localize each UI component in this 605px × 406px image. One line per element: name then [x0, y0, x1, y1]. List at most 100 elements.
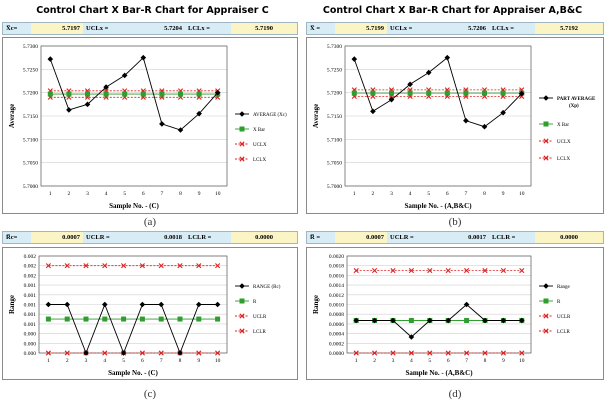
y-tick-label: 0.0014	[329, 283, 344, 289]
stat-value: 0.0007	[335, 232, 387, 243]
series-lclr	[353, 350, 525, 356]
y-tick-label: 0.002	[24, 273, 37, 279]
caption-b: (b)	[448, 216, 462, 228]
caption-a: (a)	[143, 216, 157, 228]
legend-label: X Bar	[253, 128, 265, 133]
data-point	[196, 91, 202, 97]
legend-label: UCLX	[557, 140, 571, 145]
data-point	[215, 263, 221, 269]
data-point	[445, 317, 451, 324]
y-tick-label: 0.000	[24, 332, 37, 338]
series-average-xc-	[47, 54, 221, 133]
caption-d: (d)	[448, 388, 462, 400]
series-lclx	[351, 93, 525, 99]
data-point	[177, 263, 183, 269]
data-point	[463, 90, 469, 96]
y-tick-label: 0.000	[24, 341, 37, 347]
stat-label: LCLx =	[185, 23, 231, 34]
legend-label: LCLX	[557, 157, 570, 162]
y-axis-label: Range	[312, 295, 320, 314]
data-point	[102, 316, 108, 322]
data-point	[196, 350, 202, 356]
y-tick-label: 5.7200	[327, 91, 342, 97]
series-line	[356, 303, 522, 338]
stat-value: 0.0000	[231, 232, 297, 243]
legend-marker	[543, 121, 549, 127]
data-point	[159, 91, 165, 97]
stat-label: UCLx =	[83, 23, 131, 34]
stat-label: R̅c=	[3, 232, 31, 243]
y-axis-label: Average	[312, 104, 320, 128]
chart-panel-d: 0.0000 0.0002 0.0004 0.0006 0.0008 0.0010 0.00…	[306, 247, 604, 380]
x-tick-label: 7	[161, 191, 164, 197]
data-point	[47, 91, 53, 97]
data-point	[408, 267, 414, 274]
stat-label: UCLR =	[83, 232, 131, 243]
x-tick-label: 9	[198, 191, 201, 197]
legend-item: Range	[539, 283, 571, 290]
y-tick-label: 0.0008	[329, 312, 344, 318]
data-point	[140, 54, 147, 61]
data-point	[102, 263, 108, 269]
chart-b-svg: 5.7000 5.7050 5.7100 5.7150 5.7200 5.7250 5.73…	[312, 44, 596, 210]
data-point	[482, 267, 488, 274]
series-r	[45, 316, 221, 322]
data-point	[85, 91, 90, 97]
chart-a-svg: 5.7000 5.7050 5.7100 5.7150 5.7200 5.7250 5.73…	[8, 44, 287, 210]
data-point	[64, 350, 70, 356]
y-tick-label: 5.7050	[327, 161, 342, 167]
chart-d-svg: 0.0000 0.0002 0.0004 0.0006 0.0008 0.0010 0.00…	[312, 254, 571, 377]
x-axis-label: Sample No. - (C)	[108, 369, 158, 377]
legend-marker	[239, 298, 245, 304]
data-point	[444, 90, 450, 96]
legend-label: UCLR	[253, 315, 267, 320]
data-point	[427, 267, 433, 274]
chart-title-b: Control Chart X Bar-R Chart for Appraise…	[322, 5, 583, 16]
x-tick-label: 10	[215, 358, 221, 364]
chart-c-svg: 0.000 0.000 0.000 0.001 0.001 0.001 0.001 0.001…	[8, 254, 281, 377]
x-tick-label: 8	[484, 358, 487, 364]
data-point	[500, 267, 506, 274]
data-point	[196, 263, 202, 269]
data-point	[121, 316, 127, 322]
y-tick-label: 0.0000	[329, 351, 344, 357]
y-tick-label: 5.7100	[23, 137, 38, 143]
stat-label: LCLR =	[489, 232, 535, 243]
x-tick-label: 8	[179, 191, 182, 197]
y-tick-label: 0.001	[24, 303, 37, 309]
y-tick-label: 5.7250	[327, 67, 342, 73]
y-tick-label: 0.0016	[329, 273, 344, 279]
data-point	[103, 91, 109, 97]
legend-marker	[543, 328, 549, 334]
stat-value: 5.7192	[535, 23, 603, 34]
stat-value: 5.7206	[435, 23, 489, 34]
data-point	[84, 101, 91, 108]
y-axis-label: Average	[8, 104, 16, 128]
legend-label: X Bar	[557, 123, 569, 128]
legend-label: RANGE (Rc)	[253, 285, 281, 290]
x-tick-label: 3	[392, 358, 395, 364]
x-tick-label: 7	[160, 358, 163, 364]
legend-label: UCLR	[557, 315, 571, 320]
data-point	[178, 91, 183, 97]
stat-value: 0.0000	[535, 232, 603, 243]
data-point	[408, 318, 414, 324]
y-tick-label: 0.0006	[329, 322, 344, 328]
data-point	[139, 263, 145, 269]
y-tick-label: 5.7300	[23, 44, 38, 50]
legend-marker	[543, 283, 549, 289]
legend-label: AVERAGE (Xc)	[253, 113, 287, 118]
x-axis-label: Sample No. - (C)	[109, 202, 159, 210]
series-line	[49, 56, 219, 131]
legend-marker	[239, 126, 245, 132]
x-tick-label: 1	[49, 191, 52, 197]
y-tick-label: 0.001	[24, 312, 37, 318]
data-point	[370, 90, 376, 96]
data-point	[390, 317, 396, 324]
series-range	[353, 301, 525, 340]
x-tick-label: 7	[465, 358, 468, 364]
x-tick-label: 4	[410, 358, 413, 364]
data-point	[45, 263, 51, 269]
data-point	[66, 91, 72, 97]
data-point	[351, 56, 358, 62]
